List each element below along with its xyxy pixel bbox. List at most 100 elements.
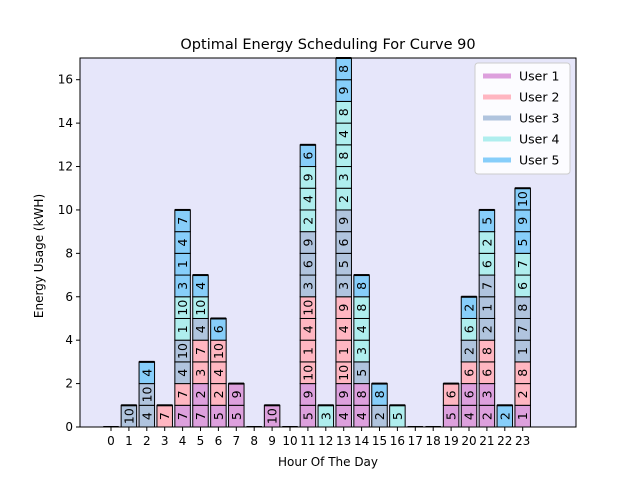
x-tick-label: 1 <box>125 434 133 448</box>
x-tick-label: 23 <box>515 434 530 448</box>
x-tick-label: 8 <box>250 434 258 448</box>
bar-segment-label: 3 <box>318 412 333 420</box>
bar-segment-label: 6 <box>462 390 477 398</box>
bar-segment-label: 9 <box>336 304 351 312</box>
bar-segment-label: 4 <box>336 130 351 138</box>
bar-cap <box>389 404 406 407</box>
bar-segment-label: 4 <box>175 369 190 377</box>
x-tick-label: 17 <box>408 434 423 448</box>
bar-cap <box>371 382 388 385</box>
bar-segment-label: 6 <box>462 325 477 333</box>
bar-segment-label: 7 <box>515 260 530 268</box>
bar-segment-label: 4 <box>300 325 315 333</box>
bar-segment-label: 1 <box>515 412 530 420</box>
bar-segment-label: 4 <box>175 238 190 246</box>
bar-segment-label: 4 <box>300 195 315 203</box>
bar-segment-label: 2 <box>462 347 477 355</box>
bar-cap <box>318 404 334 407</box>
y-tick-label: 2 <box>65 377 73 391</box>
bar-segment-label: 10 <box>175 300 190 316</box>
bar-segment-label: 2 <box>497 412 512 420</box>
bar-segment-label: 6 <box>479 369 494 377</box>
legend-label: User 5 <box>519 153 559 168</box>
bar-cap <box>443 382 459 385</box>
x-tick-label: 7 <box>232 434 240 448</box>
x-tick-label: 21 <box>479 434 494 448</box>
bar-segment-label: 10 <box>175 343 190 359</box>
x-tick-label: 9 <box>268 434 276 448</box>
bar-segment-label: 10 <box>193 300 208 316</box>
legend-label: User 1 <box>519 69 559 84</box>
bar-segment-label: 6 <box>462 369 477 377</box>
bar-segment-label: 3 <box>193 369 208 377</box>
bar-segment-label: 6 <box>300 260 315 268</box>
bar-segment-label: 6 <box>479 260 494 268</box>
bar-cap <box>514 187 531 190</box>
bar-segment-label: 9 <box>300 238 315 246</box>
bar-segment-label: 1 <box>336 347 351 355</box>
bar-cap <box>121 404 137 407</box>
y-tick-label: 4 <box>65 333 73 347</box>
y-tick-label: 0 <box>65 420 73 434</box>
bar-segment-label: 7 <box>515 325 530 333</box>
bar-cap <box>192 274 209 277</box>
bar-segment-label: 1 <box>300 347 315 355</box>
bar-cap <box>228 382 245 385</box>
bar-segment-label: 5 <box>515 239 530 247</box>
y-tick-label: 12 <box>58 160 73 174</box>
bar-segment-label: 3 <box>175 282 190 290</box>
x-tick-label: 0 <box>107 434 115 448</box>
bar-segment-label: 8 <box>479 347 494 355</box>
y-tick-label: 14 <box>58 116 73 130</box>
bar-segment-label: 10 <box>336 365 351 381</box>
bar-segment-label: 7 <box>157 412 172 420</box>
bar-segment-label: 10 <box>265 408 280 424</box>
bar-segment-label: 2 <box>479 239 494 247</box>
y-tick-label: 6 <box>65 290 73 304</box>
bar-cap <box>156 404 173 407</box>
x-tick-label: 16 <box>390 434 405 448</box>
x-axis-label: Hour Of The Day <box>278 455 378 469</box>
bar-segment-label: 5 <box>336 260 351 268</box>
bar-cap <box>300 143 316 146</box>
bar-segment-label: 8 <box>336 152 351 160</box>
bar-segment-label: 10 <box>121 408 136 424</box>
bar-segment-label: 10 <box>515 191 530 207</box>
bar-cap <box>497 404 513 407</box>
bar-segment-label: 3 <box>300 282 315 290</box>
bar-segment-label: 4 <box>139 412 154 420</box>
bar-segment-label: 7 <box>175 390 190 398</box>
bar-segment-label: 9 <box>300 173 315 181</box>
bar-segment-label: 4 <box>336 412 351 420</box>
bar-segment-label: 4 <box>462 412 477 420</box>
bar-segment-label: 1 <box>175 325 190 333</box>
bar-segment-label: 8 <box>354 282 369 290</box>
bar-segment-label: 2 <box>479 412 494 420</box>
x-tick-label: 10 <box>282 434 297 448</box>
bar-segment-label: 4 <box>354 412 369 420</box>
bar-cap <box>210 317 227 320</box>
bar-segment-label: 8 <box>354 304 369 312</box>
bar-segment-label: 2 <box>515 390 530 398</box>
bar-segment-label: 3 <box>336 173 351 181</box>
x-tick-label: 14 <box>354 434 369 448</box>
bar-segment-label: 8 <box>372 390 387 398</box>
bar-segment-label: 1 <box>175 260 190 268</box>
bar-segment-label: 6 <box>211 325 226 333</box>
chart-title: Optimal Energy Scheduling For Curve 90 <box>180 37 475 53</box>
bar-segment-label: 9 <box>336 390 351 398</box>
bar-segment-label: 3 <box>354 347 369 355</box>
bar-segment-label: 5 <box>479 217 494 225</box>
bar-segment-label: 5 <box>300 412 315 420</box>
bar-segment-label: 8 <box>515 304 530 312</box>
y-tick-label: 10 <box>58 203 73 217</box>
bar-segment-label: 5 <box>390 412 405 420</box>
bar-segment-label: 2 <box>193 390 208 398</box>
x-tick-label: 4 <box>179 434 187 448</box>
x-tick-label: 3 <box>161 434 169 448</box>
bar-segment-label: 10 <box>300 365 315 381</box>
bar-segment-label: 6 <box>336 238 351 246</box>
x-tick-label: 20 <box>461 434 476 448</box>
